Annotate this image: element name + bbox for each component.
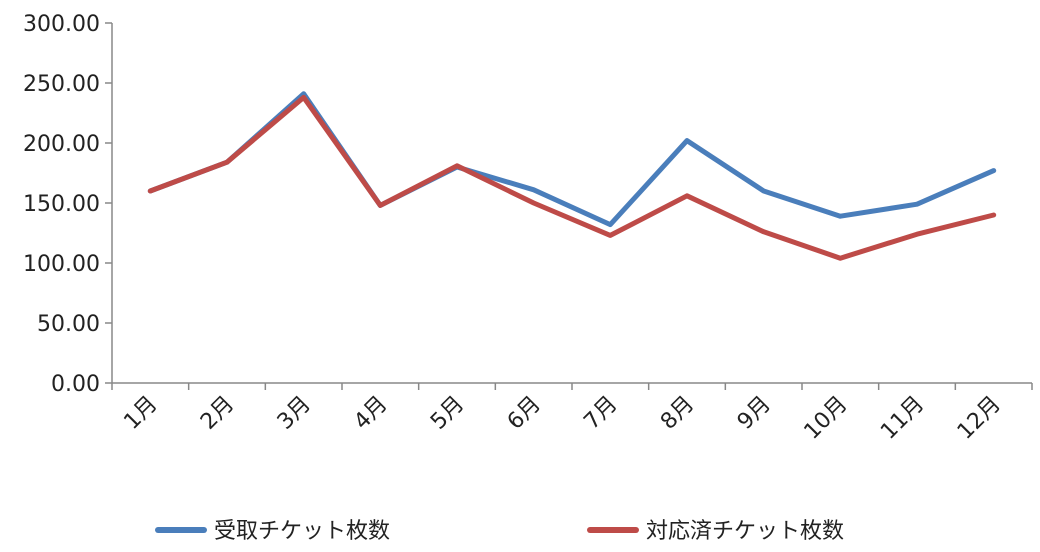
series-line-1 [147,91,997,228]
y-tick-label: 250.00 [23,72,100,97]
x-tick-label: 2月 [196,392,239,435]
y-tick-label: 200.00 [23,132,100,157]
data-point [916,203,918,205]
x-tick-label: 9月 [733,392,776,435]
data-point [226,161,228,163]
y-tick-label: 300.00 [23,12,100,37]
y-tick-label: 50.00 [37,312,100,337]
data-point [609,234,611,236]
legend-label: 受取チケット枚数 [214,519,390,544]
x-tick-label: 10月 [800,392,853,445]
data-point [916,233,918,235]
x-axis: 1月 2月 3月 4月 5月 6月 7月 8月 9月 10月 11月 12月 [111,382,1033,445]
data-point [839,215,841,217]
x-tick-label: 12月 [953,392,1006,445]
y-tick-label: 0.00 [51,372,100,397]
y-tick-label: 150.00 [23,192,100,217]
series-line-2 [147,94,997,261]
data-point [456,165,458,167]
x-tick-label: 3月 [273,392,316,435]
data-point [763,231,765,233]
x-tick-label: 4月 [349,392,392,435]
data-point [763,190,765,192]
data-point [149,190,151,192]
y-axis: 0.00 50.00 100.00 150.00 200.00 250.00 300.00 [23,12,113,397]
data-point [686,140,688,142]
data-point [686,195,688,197]
data-point [379,204,381,206]
x-tick-label: 7月 [579,392,622,435]
y-tick-label: 100.00 [23,252,100,277]
data-point [609,224,611,226]
x-tick-label: 11月 [876,392,929,445]
data-point [303,93,305,95]
data-point [993,214,995,216]
data-point [533,189,535,191]
x-tick-label: 1月 [119,392,162,435]
data-point [303,96,305,98]
x-tick-label: 8月 [656,392,699,435]
data-point [839,257,841,259]
series-layer [147,91,997,261]
x-tick-label: 6月 [503,392,546,435]
data-point [533,202,535,204]
x-tick-label: 5月 [426,392,469,435]
legend-label: 対応済チケット枚数 [646,519,844,544]
data-point [993,170,995,172]
legend: 受取チケット枚数 対応済チケット枚数 [155,519,844,544]
